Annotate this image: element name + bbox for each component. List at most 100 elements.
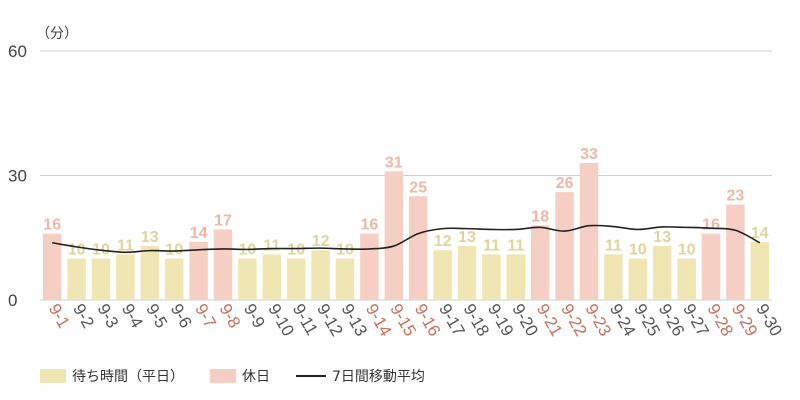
data-label: 11 (263, 237, 280, 254)
data-label: 13 (458, 229, 476, 246)
data-label: 10 (68, 242, 86, 259)
bar (677, 258, 696, 300)
bar (384, 171, 404, 300)
data-label: 33 (580, 146, 598, 163)
legend: 待ち時間（平日） 休日 7日間移動平均 (40, 366, 451, 386)
bar (652, 246, 672, 300)
moving-average-line (52, 224, 761, 254)
x-tick-label: 9-12 (313, 301, 346, 340)
legend-label-weekday: 待ち時間（平日） (72, 369, 184, 385)
x-tick-label: 9-27 (679, 301, 712, 340)
data-label: 11 (483, 237, 500, 254)
x-tick-label: 9-4 (118, 301, 147, 332)
bar (530, 225, 550, 300)
bar (750, 241, 770, 300)
bar (262, 254, 282, 300)
x-tick-label: 9-2 (69, 301, 98, 332)
data-label: 25 (409, 179, 427, 196)
x-tick-label: 9-3 (94, 301, 123, 332)
x-tick-label: 9-6 (167, 301, 196, 332)
bar (482, 254, 501, 300)
bar (579, 163, 599, 300)
x-tick-label: 9-1 (45, 301, 74, 332)
x-tick-label: 9-26 (655, 301, 688, 340)
x-tick-label: 9-9 (240, 301, 269, 332)
data-label: 12 (312, 233, 330, 250)
data-label: 13 (653, 229, 671, 246)
x-tick-label: 9-20 (508, 301, 541, 340)
x-tick-label: 9-29 (728, 301, 761, 340)
legend-swatch-moving-average (296, 375, 326, 377)
bar (360, 233, 379, 300)
x-tick-label: 9-18 (460, 301, 493, 340)
legend-label-moving-average: 7日間移動平均 (332, 369, 425, 385)
x-tick-label: 9-5 (142, 301, 171, 332)
x-tick-label: 9-21 (533, 301, 566, 340)
data-label: 14 (751, 225, 769, 242)
x-tick-label: 9-14 (362, 301, 395, 340)
y-tick-label: 30 (8, 167, 27, 186)
data-label: 11 (117, 237, 134, 254)
data-label: 31 (385, 154, 403, 171)
bar (91, 258, 111, 300)
bar (701, 233, 721, 300)
data-label: 26 (556, 175, 574, 192)
bar (189, 241, 208, 300)
x-tick-label: 9-30 (752, 301, 785, 340)
bar (140, 246, 160, 300)
data-label: 10 (287, 242, 305, 259)
y-tick-label: 60 (8, 42, 27, 61)
bar (408, 196, 428, 300)
data-label: 12 (434, 233, 452, 250)
data-label: 16 (702, 217, 720, 234)
data-label: 16 (43, 217, 61, 234)
y-unit-label: （分） (36, 26, 78, 42)
x-tick-label: 9-16 (411, 301, 444, 340)
x-tick-label: 9-23 (582, 301, 615, 340)
bar (116, 254, 135, 300)
data-label: 10 (165, 242, 183, 259)
bar (286, 258, 306, 300)
legend-item-weekday: 待ち時間（平日） (40, 366, 184, 386)
bar (457, 246, 477, 300)
x-tick-label: 9-17 (435, 301, 468, 340)
x-tick-label: 9-11 (289, 301, 322, 339)
data-label: 11 (605, 237, 622, 254)
x-tick-label: 9-7 (191, 301, 220, 332)
legend-label-holiday: 休日 (242, 369, 270, 385)
x-tick-label: 9-10 (264, 301, 297, 340)
bar (67, 258, 86, 300)
x-tick-label: 9-8 (216, 301, 245, 332)
legend-item-holiday: 休日 (210, 366, 270, 386)
bar (335, 258, 355, 300)
legend-item-moving-average: 7日間移動平均 (296, 366, 425, 386)
data-label: 17 (214, 212, 232, 229)
bar (42, 233, 62, 300)
y-tick-label: 0 (8, 291, 17, 310)
legend-swatch-weekday (40, 369, 66, 383)
x-tick-label: 9-22 (557, 301, 590, 340)
bar (238, 258, 257, 300)
x-tick-label: 9-24 (606, 301, 639, 340)
bar (555, 192, 574, 300)
data-label: 10 (336, 242, 354, 259)
bar (213, 229, 233, 300)
data-label: 23 (727, 188, 745, 205)
data-label: 13 (141, 229, 159, 246)
bar (311, 250, 330, 300)
legend-swatch-holiday (210, 369, 236, 383)
data-label: 18 (531, 208, 549, 225)
data-label: 16 (361, 217, 379, 234)
bar (433, 250, 452, 300)
data-label: 14 (190, 225, 208, 242)
x-tick-label: 9-13 (338, 301, 371, 340)
x-tick-label: 9-25 (630, 301, 663, 340)
x-tick-label: 9-19 (484, 301, 517, 340)
bar (604, 254, 623, 300)
data-label: 11 (507, 237, 524, 254)
bar (164, 258, 184, 300)
bar (726, 204, 745, 300)
x-tick-label: 9-28 (704, 301, 737, 340)
